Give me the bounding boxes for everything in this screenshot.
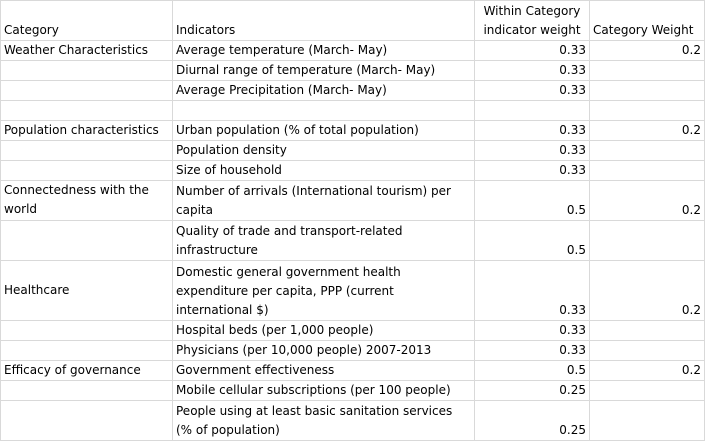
table-row: Weather Characteristics Average temperatu… [0,40,705,61]
category-cell[interactable] [0,60,173,81]
within-weight-cell[interactable]: 0.5 [474,180,590,221]
category-cell[interactable] [0,160,173,181]
within-weight-cell[interactable]: 0.33 [474,60,590,81]
category-weight-cell[interactable]: 0.2 [589,360,705,381]
indicator-cell[interactable]: Population density [172,140,475,161]
within-weight-cell[interactable]: 0.25 [474,380,590,401]
indicator-cell[interactable]: Average temperature (March- May) [172,40,475,61]
category-weight-cell[interactable] [589,320,705,341]
indicator-cell[interactable]: Number of arrivals (International touris… [172,180,475,221]
category-weight-cell[interactable]: 0.2 [589,180,705,221]
category-cell[interactable] [0,140,173,161]
category-weight-cell[interactable] [589,100,705,121]
category-weight-cell[interactable] [589,220,705,261]
within-weight-cell[interactable]: 0.33 [474,260,590,321]
indicator-cell[interactable]: Average Precipitation (March- May) [172,80,475,101]
indicator-cell[interactable]: Government effectiveness [172,360,475,381]
category-weight-cell[interactable] [589,380,705,401]
within-weight-cell[interactable]: 0.33 [474,320,590,341]
table-row: Healthcare Domestic general government he… [0,260,705,321]
category-cell[interactable]: Connectedness with the world [0,180,173,221]
indicator-cell[interactable]: Quality of trade and transport-related i… [172,220,475,261]
category-cell[interactable] [0,220,173,261]
table-row: People using at least basic sanitation s… [0,400,705,441]
header-within-category-weight[interactable]: Within Category indicator weight [474,0,590,41]
table-row [0,100,705,121]
table-row: Average Precipitation (March- May) 0.33 [0,80,705,101]
within-weight-cell[interactable]: 0.33 [474,340,590,361]
indicator-cell[interactable]: Physicians (per 10,000 people) 2007-2013 [172,340,475,361]
table-row: Size of household 0.33 [0,160,705,181]
table-row: Diurnal range of temperature (March- May… [0,60,705,81]
indicator-cell[interactable] [172,100,475,121]
category-weight-cell[interactable]: 0.2 [589,260,705,321]
category-cell[interactable] [0,100,173,121]
category-cell[interactable] [0,400,173,441]
within-weight-cell[interactable]: 0.25 [474,400,590,441]
indicator-cell[interactable]: Size of household [172,160,475,181]
category-cell[interactable]: Population characteristics [0,120,173,141]
within-weight-cell[interactable]: 0.5 [474,360,590,381]
table-row: Mobile cellular subscriptions (per 100 p… [0,380,705,401]
table-row: Population characteristics Urban populati… [0,120,705,141]
header-category[interactable]: Category [0,0,173,41]
indicator-cell[interactable]: Mobile cellular subscriptions (per 100 p… [172,380,475,401]
table-row: Hospital beds (per 1,000 people) 0.33 [0,320,705,341]
within-weight-cell[interactable]: 0.33 [474,160,590,181]
indicator-cell[interactable]: Diurnal range of temperature (March- May… [172,60,475,81]
indicator-cell[interactable]: Domestic general government health expen… [172,260,475,321]
category-cell[interactable] [0,320,173,341]
category-weight-cell[interactable]: 0.2 [589,120,705,141]
header-within-line-1: Within Category [483,4,581,18]
within-weight-cell[interactable]: 0.33 [474,120,590,141]
header-row: Category Indicators Within Category indi… [0,0,705,41]
header-indicators[interactable]: Indicators [172,0,475,41]
table-row: Efficacy of governance Government effecti… [0,360,705,381]
within-weight-cell[interactable] [474,100,590,121]
category-cell[interactable] [0,380,173,401]
category-weight-cell[interactable] [589,400,705,441]
category-weight-cell[interactable] [589,340,705,361]
table-row: Population density 0.33 [0,140,705,161]
category-cell[interactable]: Weather Characteristics [0,40,173,61]
within-weight-cell[interactable]: 0.33 [474,40,590,61]
within-weight-cell[interactable]: 0.33 [474,80,590,101]
indicator-cell[interactable]: Urban population (% of total population) [172,120,475,141]
table-row: Connectedness with the world Number of ar… [0,180,705,221]
category-weight-cell[interactable] [589,140,705,161]
category-cell[interactable]: Efficacy of governance [0,360,173,381]
category-weight-cell[interactable] [589,160,705,181]
category-cell[interactable] [0,80,173,101]
within-weight-cell[interactable]: 0.33 [474,140,590,161]
category-cell[interactable] [0,340,173,361]
category-weight-cell[interactable] [589,80,705,101]
category-weight-cell[interactable] [589,60,705,81]
indicator-cell[interactable]: Hospital beds (per 1,000 people) [172,320,475,341]
category-cell[interactable]: Healthcare [0,260,173,321]
within-weight-cell[interactable]: 0.5 [474,220,590,261]
indicator-cell[interactable]: People using at least basic sanitation s… [172,400,475,441]
table-row: Physicians (per 10,000 people) 2007-2013… [0,340,705,361]
header-within-line-2: indicator weight [483,23,581,37]
header-category-weight[interactable]: Category Weight [589,0,705,41]
category-weight-cell[interactable]: 0.2 [589,40,705,61]
table-row: Quality of trade and transport-related i… [0,220,705,261]
